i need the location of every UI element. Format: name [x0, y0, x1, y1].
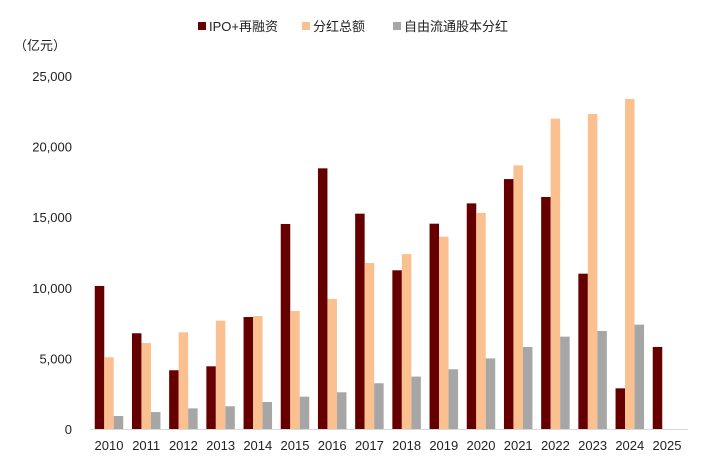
bar-ipo-refinancing-2017 — [355, 213, 365, 429]
bar-free-float-dividends-2021 — [522, 346, 533, 429]
legend-swatch — [198, 22, 206, 30]
bar-free-float-dividends-2017 — [374, 383, 384, 429]
x-tick-label: 2018 — [392, 438, 421, 453]
bar-total-dividends-2018 — [401, 254, 412, 429]
bar-ipo-refinancing-2014 — [243, 317, 254, 429]
bar-free-float-dividends-2011 — [150, 412, 161, 429]
bar-total-dividends-2016 — [327, 298, 337, 429]
bar-free-float-dividends-2015 — [299, 396, 310, 429]
bar-ipo-refinancing-2016 — [317, 168, 328, 430]
y-tick-label: 10,000 — [32, 281, 72, 296]
bar-total-dividends-2012 — [178, 332, 189, 429]
bar-ipo-refinancing-2021 — [503, 179, 514, 429]
bar-ipo-refinancing-2010 — [94, 285, 105, 429]
bar-total-dividends-2023 — [587, 113, 598, 430]
x-axis: 2010 2011 2012 2013 2014 2015 2016 2017 2018 2019… — [95, 438, 682, 453]
y-tick-label: 20,000 — [32, 140, 72, 155]
bar-total-dividends-2010 — [104, 357, 114, 429]
bar-ipo-refinancing-2024 — [615, 388, 626, 429]
bars — [94, 99, 663, 430]
bar-free-float-dividends-2024 — [634, 324, 645, 429]
x-tick-label: 2025 — [653, 438, 682, 453]
bar-free-float-dividends-2010 — [113, 416, 124, 429]
x-tick-label: 2010 — [95, 438, 124, 453]
bar-total-dividends-2021 — [513, 165, 523, 430]
bar-free-float-dividends-2018 — [411, 376, 421, 429]
bar-total-dividends-2015 — [290, 310, 300, 429]
bar-total-dividends-2013 — [215, 320, 226, 429]
y-tick-label: 15,000 — [32, 210, 72, 225]
x-tick-label: 2016 — [318, 438, 347, 453]
bar-ipo-refinancing-2011 — [131, 333, 142, 429]
x-tick-label: 2020 — [467, 438, 496, 453]
x-tick-label: 2022 — [541, 438, 570, 453]
x-tick-label: 2013 — [206, 438, 235, 453]
y-tick-label: 5,000 — [39, 351, 72, 366]
bar-free-float-dividends-2012 — [188, 408, 198, 429]
bar-free-float-dividends-2016 — [336, 392, 347, 429]
bar-ipo-refinancing-2020 — [466, 203, 477, 429]
x-tick-label: 2023 — [578, 438, 607, 453]
bar-ipo-refinancing-2013 — [206, 366, 216, 429]
x-tick-label: 2014 — [243, 438, 272, 453]
bar-total-dividends-2022 — [550, 118, 561, 430]
bar-total-dividends-2019 — [439, 236, 449, 429]
unit-label: （亿元） — [14, 38, 66, 53]
bar-ipo-refinancing-2018 — [392, 270, 402, 429]
bar-total-dividends-2024 — [625, 99, 635, 430]
bar-ipo-refinancing-2023 — [578, 273, 588, 429]
legend: IPO+再融资 分红总额 自由流通股本分红 — [198, 19, 508, 34]
x-tick-label: 2015 — [281, 438, 310, 453]
bar-free-float-dividends-2022 — [560, 336, 570, 429]
bar-total-dividends-2011 — [141, 343, 151, 429]
legend-label: 自由流通股本分红 — [404, 19, 508, 34]
bar-free-float-dividends-2019 — [448, 369, 459, 429]
x-tick-label: 2024 — [615, 438, 644, 453]
y-tick-label: 0 — [65, 422, 72, 437]
bar-ipo-refinancing-2015 — [280, 223, 291, 429]
bar-ipo-refinancing-2025 — [652, 346, 663, 429]
bar-total-dividends-2017 — [364, 262, 375, 429]
bar-ipo-refinancing-2019 — [429, 223, 440, 429]
x-tick-label: 2012 — [169, 438, 198, 453]
bar-free-float-dividends-2023 — [597, 331, 607, 429]
bar-free-float-dividends-2020 — [485, 358, 496, 429]
y-axis: 0 5,000 10,000 15,000 20,000 25,000 — [32, 69, 72, 437]
legend-label: 分红总额 — [313, 19, 365, 34]
bar-ipo-refinancing-2012 — [169, 370, 179, 429]
x-tick-label: 2021 — [504, 438, 533, 453]
bar-ipo-refinancing-2022 — [541, 197, 551, 429]
legend-label: IPO+再融资 — [209, 19, 278, 34]
bar-free-float-dividends-2013 — [225, 406, 235, 429]
legend-swatch — [393, 22, 401, 30]
x-tick-label: 2011 — [132, 438, 160, 453]
x-tick-label: 2017 — [355, 438, 384, 453]
y-tick-label: 25,000 — [32, 69, 72, 84]
bar-total-dividends-2014 — [253, 316, 263, 429]
bar-free-float-dividends-2014 — [262, 402, 273, 429]
legend-swatch — [302, 22, 310, 30]
x-tick-label: 2019 — [429, 438, 458, 453]
bar-total-dividends-2020 — [476, 212, 486, 429]
